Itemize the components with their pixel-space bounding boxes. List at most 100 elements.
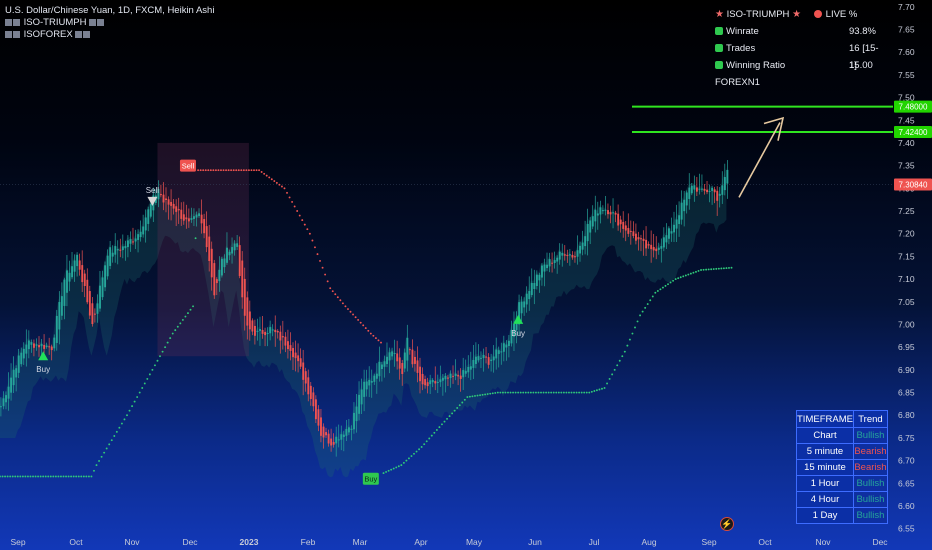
y-tick-label: 7.45 xyxy=(898,115,915,125)
candle-body xyxy=(381,364,383,370)
candle-body xyxy=(398,357,401,369)
trailing-stop-dot xyxy=(367,329,370,332)
price-label-text: 7.42400 xyxy=(899,128,928,137)
trailing-stop-dot xyxy=(268,176,271,179)
trailing-stop-dot xyxy=(265,174,268,177)
star-icon: ★ xyxy=(715,9,724,20)
trailing-stop-dot xyxy=(120,422,123,425)
x-tick-label: Aug xyxy=(641,537,656,547)
candle-body xyxy=(472,359,475,368)
candle-body xyxy=(96,303,99,314)
trailing-stop-dot xyxy=(62,475,65,478)
trailing-stop-dot xyxy=(354,316,357,319)
y-tick-label: 7.60 xyxy=(898,47,915,57)
trailing-stop-dot xyxy=(415,450,418,453)
candle-body xyxy=(637,237,640,240)
candle-body xyxy=(665,235,668,243)
trailing-stop-dot xyxy=(263,172,266,175)
trades-value: 16 [15-1] xyxy=(849,43,879,71)
trailing-stop-dot xyxy=(42,475,45,478)
candle-body xyxy=(142,226,145,235)
trailing-stop-dot xyxy=(87,475,90,478)
trailing-stop-dot xyxy=(14,475,17,478)
candle-body xyxy=(121,246,124,251)
candle-body xyxy=(596,213,599,216)
candle-body xyxy=(246,297,249,326)
candle-body xyxy=(340,434,343,440)
candle-body xyxy=(469,366,472,370)
y-tick-label: 7.70 xyxy=(898,2,915,12)
square-icon xyxy=(13,19,20,26)
candle-body xyxy=(60,296,63,316)
candle-body xyxy=(609,212,612,215)
indicator-iso-triumph[interactable]: ISO-TRIUMPH xyxy=(5,17,105,28)
trailing-stop-dot xyxy=(557,391,560,394)
candle-body xyxy=(726,169,729,184)
candle-body xyxy=(492,356,495,361)
trailing-stop-dot xyxy=(537,391,540,394)
trailing-stop-dot xyxy=(336,296,339,299)
candle-body xyxy=(251,320,254,332)
candle-body xyxy=(419,366,421,382)
candle-body xyxy=(373,375,376,382)
trailing-stop-dot xyxy=(639,314,642,317)
trailing-stop-dot xyxy=(214,169,217,172)
candle-body xyxy=(462,370,465,378)
trailing-stop-dot xyxy=(402,461,405,464)
trailing-stop-dot xyxy=(98,460,101,462)
trailing-stop-dot xyxy=(283,187,286,190)
trailing-stop-dot xyxy=(306,228,309,231)
trailing-stop-dot xyxy=(606,382,609,385)
candle-body xyxy=(276,330,279,333)
candle-body xyxy=(647,244,650,246)
trailing-stop-dot xyxy=(207,169,210,172)
trailing-stop-dot xyxy=(390,468,393,471)
candle-body xyxy=(76,254,79,267)
candle-body xyxy=(673,224,675,233)
trailing-stop-dot xyxy=(29,475,32,478)
candle-body xyxy=(439,379,442,383)
trailing-stop-dot xyxy=(347,308,349,310)
trailing-stop-dot xyxy=(575,391,578,394)
x-tick-label: Sep xyxy=(10,537,25,547)
trailing-stop-dot xyxy=(656,290,659,292)
stats-title-row: ★ ISO-TRIUMPH ★ LIVE % xyxy=(715,6,880,23)
x-tick-label: Dec xyxy=(182,537,198,547)
lightning-icon[interactable]: ⚡ xyxy=(720,517,734,531)
x-tick-label: 2023 xyxy=(240,537,259,547)
trailing-stop-dot xyxy=(593,390,596,392)
trailing-stop-dot xyxy=(494,391,497,394)
indicator-isoforex[interactable]: ISOFOREX xyxy=(5,29,91,40)
trailing-stop-dot xyxy=(728,266,730,269)
trailing-stop-dot xyxy=(286,191,288,194)
trailing-stop-dot xyxy=(512,391,515,394)
candle-body xyxy=(505,344,508,348)
trailing-stop-dot xyxy=(387,469,390,472)
trailing-stop-dot xyxy=(710,268,713,271)
timeframe-header-row: TIMEFRAME Trend xyxy=(796,410,888,428)
trailing-stop-dot xyxy=(77,475,80,478)
candle-body xyxy=(408,349,411,351)
candle-body xyxy=(502,343,505,352)
candle-body xyxy=(467,366,470,373)
candle-body xyxy=(17,355,20,373)
trailing-stop-dot xyxy=(128,409,131,412)
trailing-stop-dot xyxy=(184,315,187,318)
candle-body xyxy=(190,218,193,220)
trend-cell: Bearish xyxy=(852,443,888,460)
candle-body xyxy=(271,329,274,331)
price-label-badge xyxy=(894,100,932,113)
candle-body xyxy=(104,265,107,288)
trailing-stop-dot xyxy=(644,306,647,309)
x-tick-label: Sep xyxy=(701,537,716,547)
trailing-stop-dot xyxy=(321,266,324,269)
candle-body xyxy=(533,283,536,289)
candle-body xyxy=(642,238,645,241)
trailing-stop-dot xyxy=(573,391,575,394)
trailing-stop-dot xyxy=(339,299,342,302)
candle-body xyxy=(721,185,724,195)
candle-body xyxy=(210,248,213,278)
candle-body xyxy=(208,236,211,262)
candle-body xyxy=(668,228,670,239)
